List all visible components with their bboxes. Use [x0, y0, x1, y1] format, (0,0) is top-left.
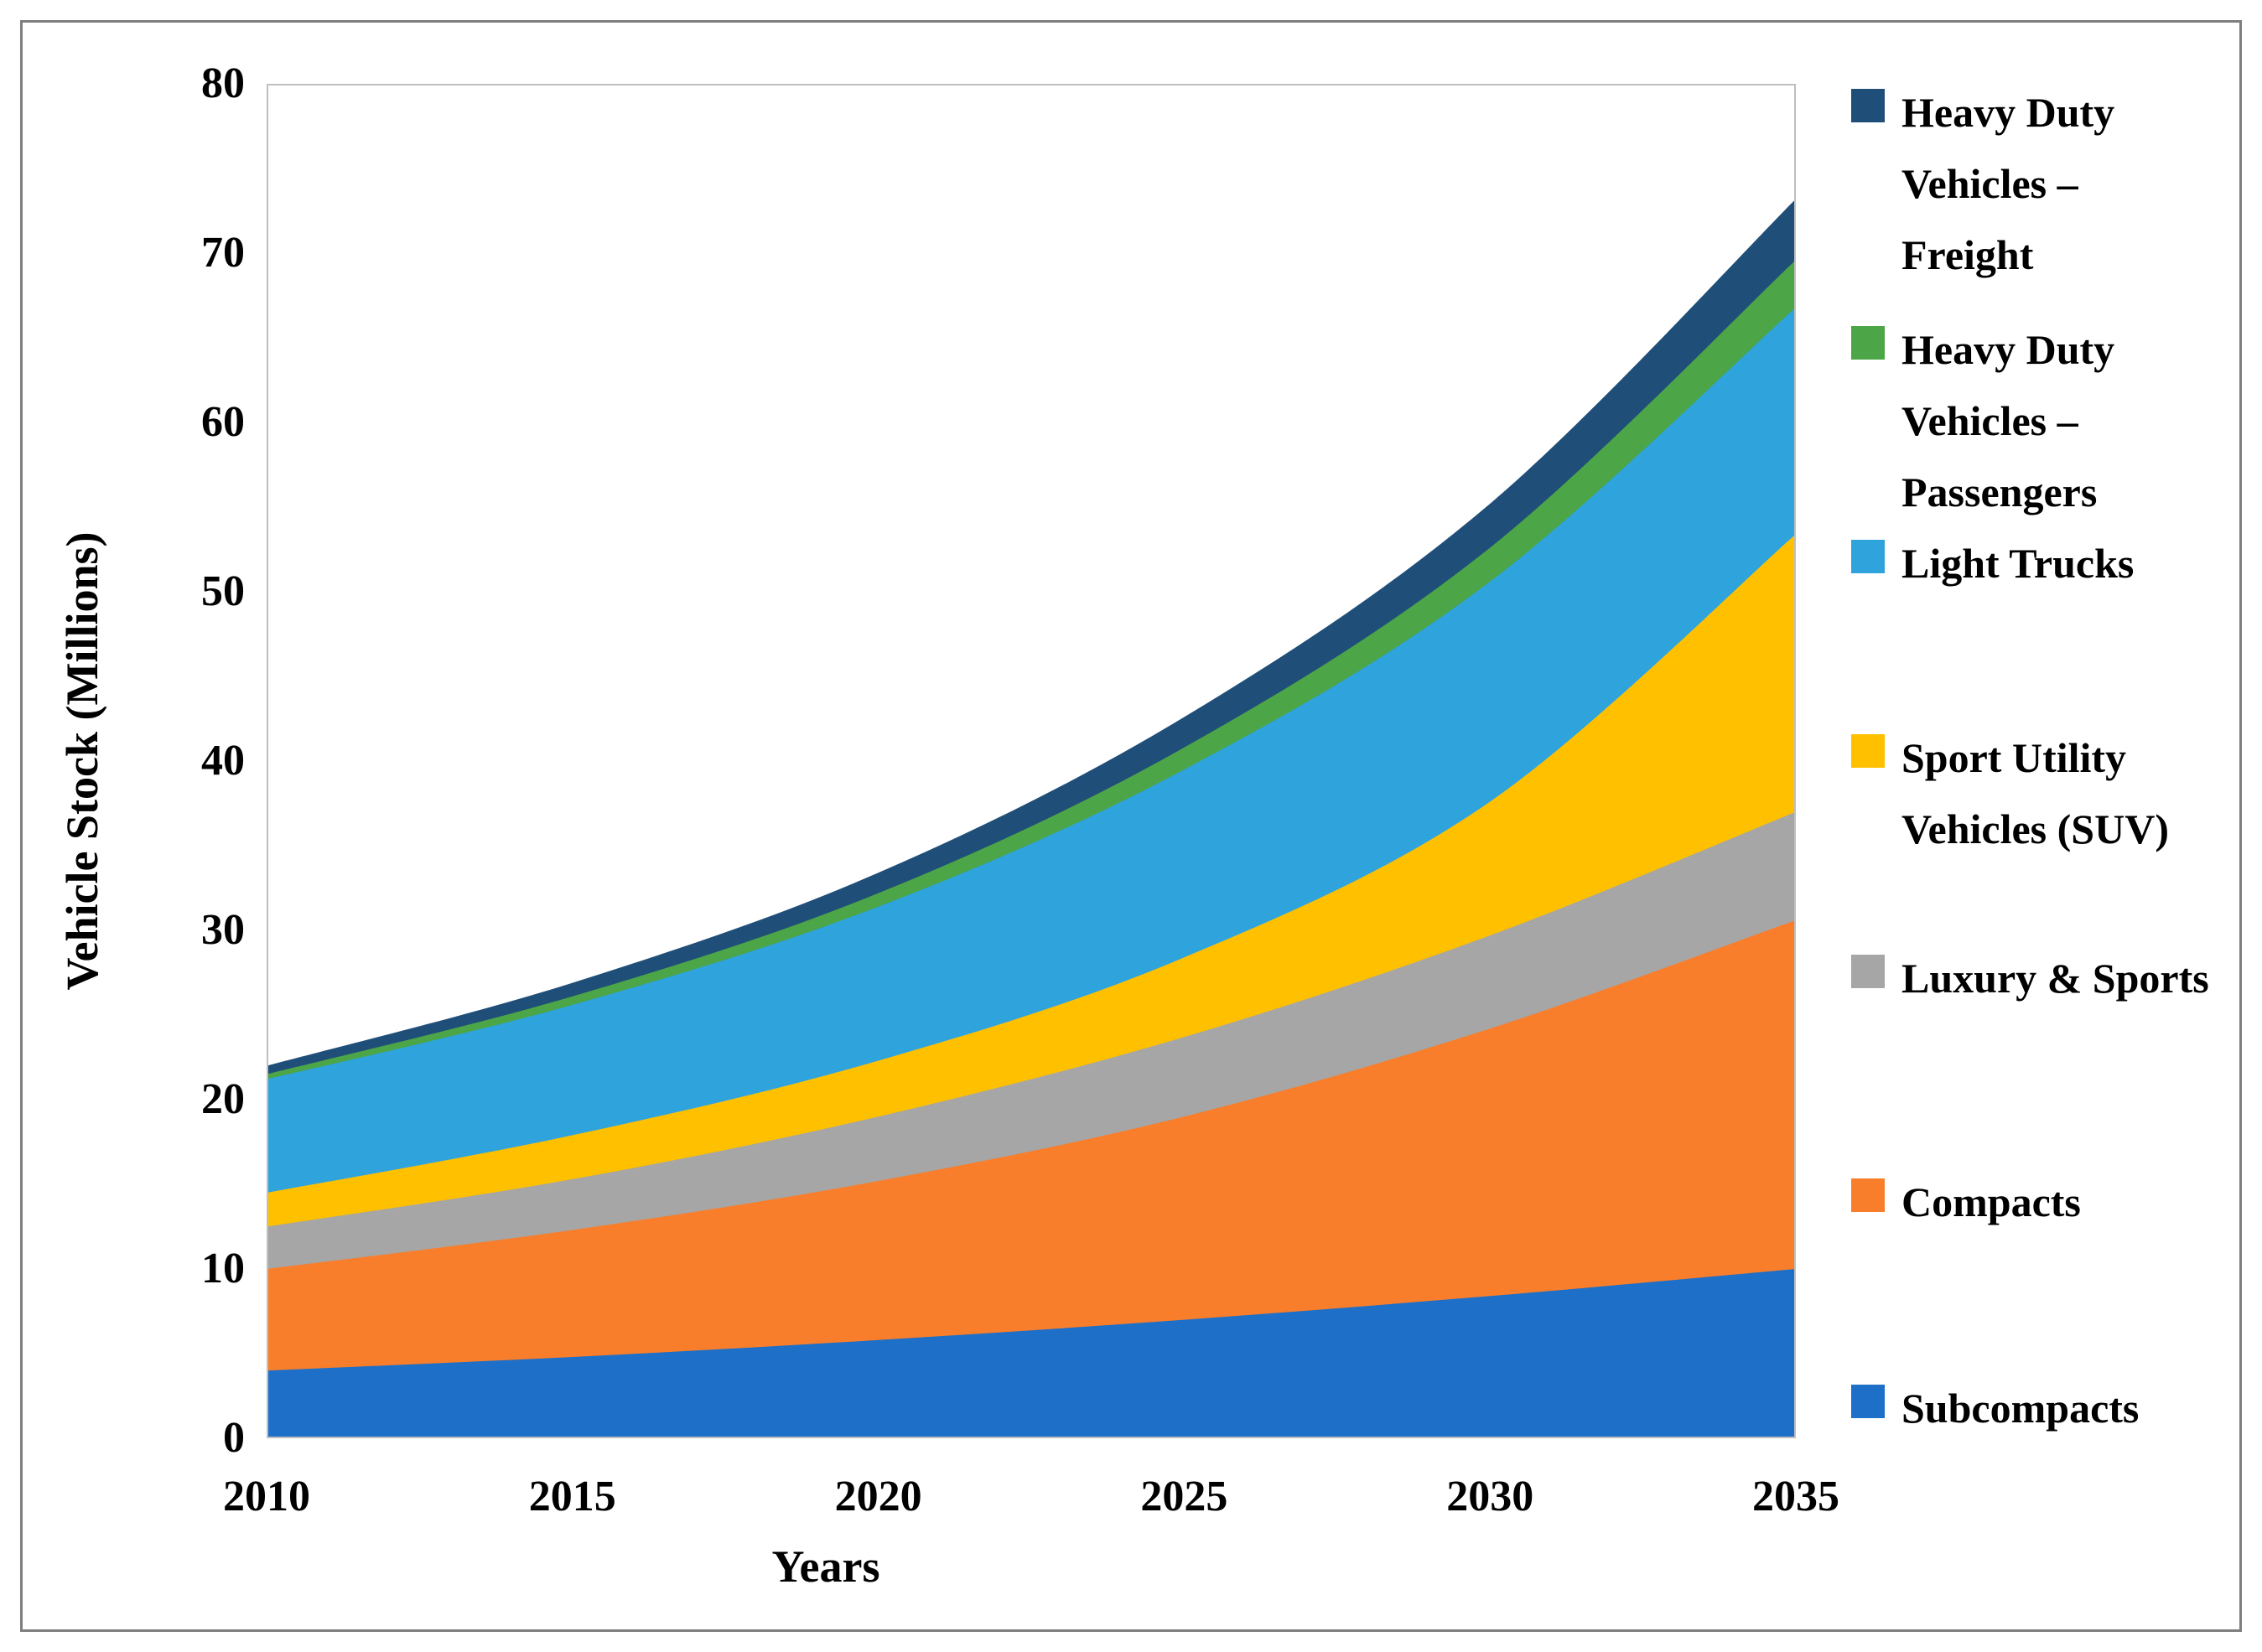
legend-label: Heavy Duty Vehicles – Freight [1901, 89, 2115, 278]
legend-item-heavy: Heavy Duty Vehicles – Passengers [1851, 314, 2114, 528]
legend-swatch-icon [1851, 734, 1885, 768]
legend-label: Subcompacts [1901, 1385, 2140, 1432]
legend-item-luxury: Luxury & Sports [1851, 943, 2209, 1014]
legend-swatch-icon [1851, 326, 1885, 360]
legend-label: Heavy Duty Vehicles – Passengers [1901, 326, 2115, 515]
legend-swatch-icon [1851, 540, 1885, 573]
legend-item-compacts: Compacts [1851, 1167, 2081, 1238]
y-tick-label-70: 70 [201, 229, 245, 277]
legend-label: Light Trucks [1901, 540, 2135, 587]
x-axis-title: Years [771, 1541, 880, 1592]
legend-item-light: Light Trucks [1851, 528, 2134, 599]
x-tick-label-2015: 2015 [528, 1473, 616, 1520]
x-tick-label-2020: 2020 [834, 1473, 922, 1520]
legend-label: Sport Utility Vehicles (SUV) [1901, 734, 2169, 852]
x-tick-label-2035: 2035 [1752, 1473, 1839, 1520]
legend-swatch-icon [1851, 1178, 1885, 1212]
legend-label: Compacts [1901, 1178, 2081, 1225]
y-tick-label-50: 50 [201, 567, 245, 615]
y-tick-label-80: 80 [201, 60, 245, 107]
y-tick-label-30: 30 [201, 906, 245, 954]
legend-item-heavy: Heavy Duty Vehicles – Freight [1851, 77, 2114, 291]
plot-frame [267, 84, 1796, 1438]
y-tick-label-40: 40 [201, 737, 245, 785]
x-tick-label-2010: 2010 [223, 1473, 310, 1520]
legend-item-subcompacts: Subcompacts [1851, 1373, 2139, 1444]
y-tick-label-20: 20 [201, 1075, 245, 1123]
legend-swatch-icon [1851, 89, 1885, 122]
y-tick-label-0: 0 [223, 1414, 245, 1462]
legend-label: Luxury & Sports [1901, 955, 2209, 1002]
x-tick-label-2030: 2030 [1446, 1473, 1534, 1520]
legend-item-sport: Sport Utility Vehicles (SUV) [1851, 722, 2169, 865]
x-tick-label-2025: 2025 [1140, 1473, 1228, 1520]
legend-swatch-icon [1851, 955, 1885, 988]
legend-swatch-icon [1851, 1385, 1885, 1418]
y-tick-label-60: 60 [201, 398, 245, 446]
stacked-area-plot [267, 84, 1796, 1438]
y-tick-label-10: 10 [201, 1245, 245, 1292]
area-subcompacts [267, 1269, 1796, 1438]
